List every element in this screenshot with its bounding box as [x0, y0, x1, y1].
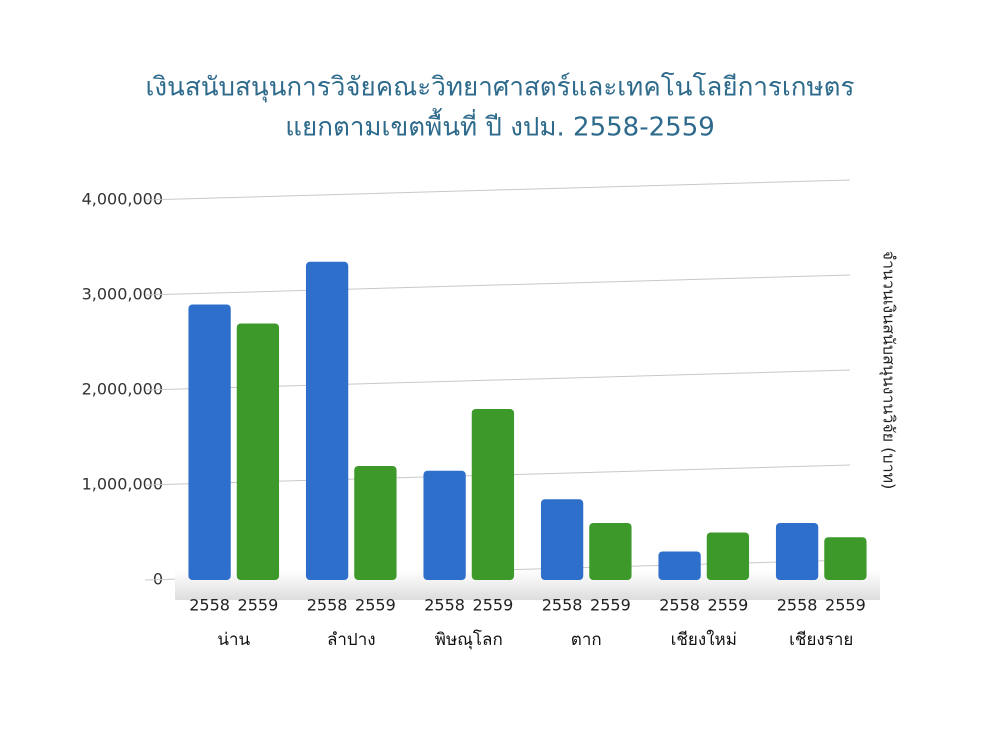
bar	[775, 523, 819, 580]
chart-title: เงินสนับสนุนการวิจัยคณะวิทยาศาสตร์และเทค…	[145, 72, 854, 103]
y-axis-label: จำนวนเงินสนับสนุนงานวิจัย (บาท)	[879, 251, 899, 490]
x-tick-label: พิษณุโลก	[435, 629, 503, 650]
series-label: 2559	[473, 596, 514, 615]
bar	[471, 409, 515, 580]
floor	[175, 570, 880, 600]
series-label: 2558	[659, 596, 700, 615]
bar	[305, 261, 349, 580]
bar	[236, 323, 280, 580]
series-label: 2559	[708, 596, 749, 615]
bar	[540, 499, 584, 580]
series-label: 2558	[424, 596, 465, 615]
bar	[423, 470, 466, 580]
bar	[589, 523, 632, 580]
y-tick-label: 0	[153, 570, 163, 589]
x-tick-label: เชียงราย	[789, 630, 853, 650]
grid-line	[144, 179, 851, 201]
x-tick-label: ตาก	[571, 630, 602, 650]
y-tick-label: 2,000,000	[82, 380, 163, 399]
series-label: 2559	[355, 596, 396, 615]
series-label: 2558	[542, 596, 583, 615]
series-label: 2559	[590, 596, 631, 615]
chart-subtitle: แยกตามเขตพื้นที่ ปี งปม. 2558-2559	[285, 108, 715, 143]
grid-line	[144, 274, 851, 296]
bar	[354, 466, 397, 580]
series-label: 2558	[307, 596, 348, 615]
x-tick-label: น่าน	[217, 630, 250, 650]
bar	[658, 551, 701, 580]
series-label: 2559	[238, 596, 279, 615]
series-label: 2559	[825, 596, 866, 615]
x-tick-label: ลำปาง	[327, 630, 376, 650]
bar	[706, 532, 750, 580]
y-tick-label: 3,000,000	[82, 285, 163, 304]
bar	[824, 537, 867, 580]
series-label: 2558	[189, 596, 230, 615]
series-label: 2558	[777, 596, 818, 615]
y-tick-label: 4,000,000	[82, 190, 163, 209]
x-tick-label: เชียงใหม่	[671, 629, 737, 650]
bar	[188, 304, 231, 580]
y-tick-label: 1,000,000	[82, 475, 163, 494]
